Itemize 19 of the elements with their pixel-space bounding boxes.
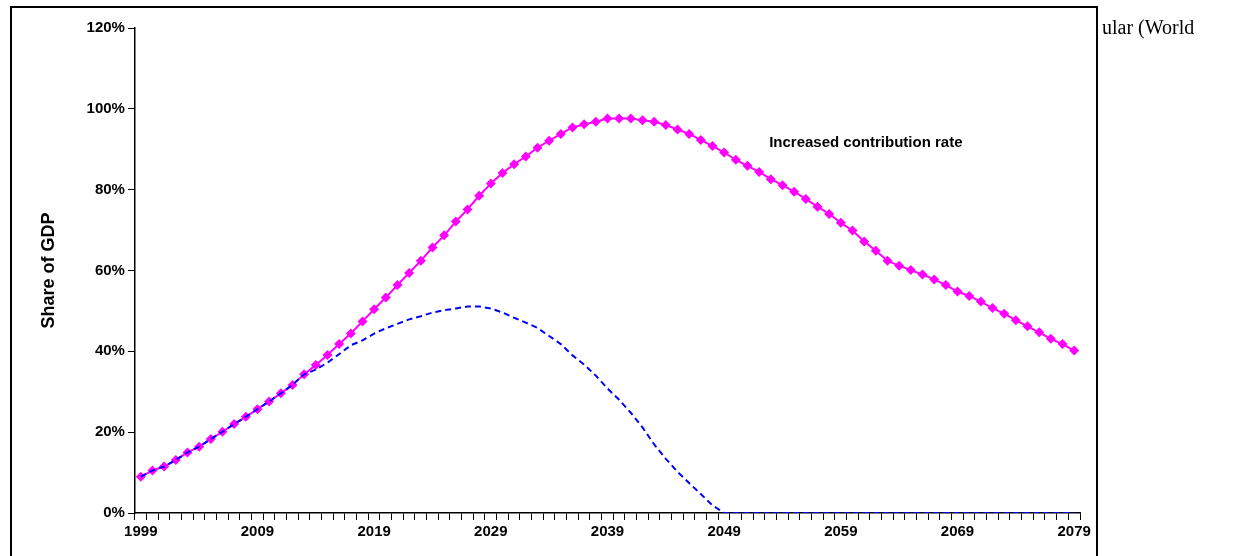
y-tick-label: 40% <box>94 341 125 359</box>
x-tick-label: 2049 <box>707 522 741 540</box>
x-tick-label: 1999 <box>124 522 158 540</box>
y-tick-label: 80% <box>94 179 125 197</box>
x-tick-label: 2079 <box>1057 522 1091 540</box>
y-tick-label: 120% <box>86 18 125 36</box>
y-tick-label: 60% <box>94 260 125 278</box>
series-label: Increased contribution rate <box>769 133 963 151</box>
x-tick-label: 2039 <box>590 522 625 540</box>
x-tick-label: 2059 <box>824 522 858 540</box>
y-tick-label: 0% <box>103 503 125 521</box>
x-tick-label: 2019 <box>357 522 391 540</box>
y-axis-title: Share of GDP <box>37 212 58 329</box>
y-tick-label: 100% <box>86 98 125 116</box>
text: ular (World <box>1102 16 1195 39</box>
y-tick-label: 20% <box>94 422 125 440</box>
x-tick-label: 2009 <box>240 522 275 540</box>
x-tick-label: 2029 <box>474 522 508 540</box>
x-tick-label: 2069 <box>940 522 975 540</box>
